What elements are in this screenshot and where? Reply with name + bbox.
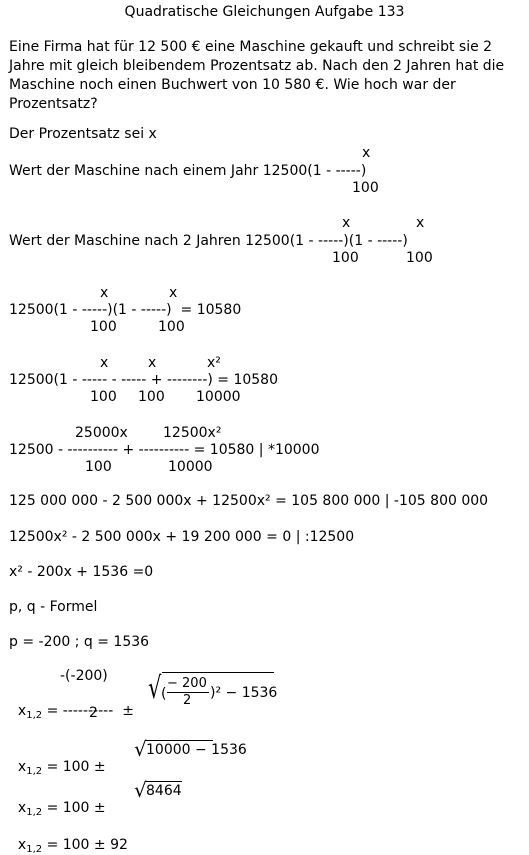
line4-numerator-2: x <box>148 355 157 371</box>
step2-x: x <box>17 800 27 816</box>
step2-lhs: x1,2 = 100 ± <box>9 783 106 818</box>
formula-sqrt-open: ( <box>161 686 167 702</box>
step1-radicand: 10000 − 1536 <box>146 742 247 758</box>
step1-lhs: x1,2 = 100 ± <box>9 742 106 777</box>
formula-lhs: x1,2 = ---------- ± <box>9 686 134 721</box>
line4-main: 12500(1 - ----- - ----- + --------) = 10… <box>9 372 279 388</box>
step2-sqrt-bar <box>145 781 182 782</box>
step3-lhs: x1,2 = 100 ± 92 <box>9 820 128 855</box>
step1-sqrt-icon: √ <box>134 737 147 761</box>
line1-numerator: x <box>362 145 371 161</box>
formula-denominator: 2 <box>89 705 98 721</box>
line9: p, q - Formel <box>9 599 98 615</box>
formula-inner-tail: )² − 1536 <box>210 685 278 701</box>
line2-numerator-1: x <box>342 215 351 231</box>
line2-denominator-2: 100 <box>406 250 433 266</box>
step3-subscript: 1,2 <box>26 844 43 855</box>
line2-denominator-1: 100 <box>332 250 359 266</box>
formula-sqrt-bar <box>162 672 274 673</box>
line7: 12500x² - 2 500 000x + 19 200 000 = 0 | … <box>9 529 355 545</box>
line5-numerator-1: 25000x <box>75 425 128 441</box>
line1-denominator: 100 <box>352 180 379 196</box>
step2-sqrt-icon: √ <box>134 778 147 802</box>
step2-text: = 100 ± <box>46 800 106 816</box>
formula-numerator: -(-200) <box>60 668 108 684</box>
line5-numerator-2: 12500x² <box>163 425 222 441</box>
line1-main: Wert der Maschine nach einem Jahr 12500(… <box>9 163 367 179</box>
line2-main: Wert der Maschine nach 2 Jahren 12500(1 … <box>9 233 408 249</box>
step1-subscript: 1,2 <box>26 766 43 777</box>
line4-numerator-1: x <box>100 355 109 371</box>
formula-inner-numerator: − 200 <box>167 676 207 691</box>
line5-denominator-2: 10000 <box>168 459 213 475</box>
line6: 125 000 000 - 2 500 000x + 12500x² = 105… <box>9 493 489 509</box>
line5-denominator-1: 100 <box>85 459 112 475</box>
line2-numerator-2: x <box>416 215 425 231</box>
line3-denominator-1: 100 <box>90 319 117 335</box>
problem-text: Eine Firma hat für 12 500 € eine Maschin… <box>9 39 505 112</box>
line3-main: 12500(1 - -----)(1 - -----) = 10580 <box>9 302 242 318</box>
step1-sqrt-bar <box>145 740 213 741</box>
line4-denominator-1: 100 <box>90 389 117 405</box>
formula-sqrt-icon: √ <box>148 671 162 706</box>
formula-inner-denominator: 2 <box>183 693 192 708</box>
line4-denominator-3: 10000 <box>196 389 241 405</box>
page-title: Quadratische Gleichungen Aufgabe 133 <box>124 4 405 20</box>
step3-text: = 100 ± 92 <box>46 837 128 853</box>
let-statement: Der Prozentsatz sei x <box>9 126 157 142</box>
step1-x: x <box>17 759 27 775</box>
step2-subscript: 1,2 <box>26 807 43 818</box>
formula-subscript: 1,2 <box>26 710 43 721</box>
line8: x² - 200x + 1536 =0 <box>9 564 154 580</box>
step1-text: = 100 ± <box>46 759 106 775</box>
formula-fraction-dash: ---------- <box>62 703 114 719</box>
formula-plus-minus: ± <box>122 703 134 719</box>
formula-x: x <box>17 703 27 719</box>
step2-radicand: 8464 <box>146 783 182 799</box>
line4-numerator-3: x² <box>207 355 221 371</box>
line10: p = -200 ; q = 1536 <box>9 634 150 650</box>
formula-inner-fraction-bar <box>167 692 209 693</box>
step3-x: x <box>17 837 27 853</box>
formula-equals: = <box>46 703 59 719</box>
line3-denominator-2: 100 <box>158 319 185 335</box>
line5-main: 12500 - ---------- + ---------- = 10580 … <box>9 442 320 458</box>
line4-denominator-2: 100 <box>138 389 165 405</box>
line3-numerator-1: x <box>100 285 109 301</box>
line3-numerator-2: x <box>169 285 178 301</box>
